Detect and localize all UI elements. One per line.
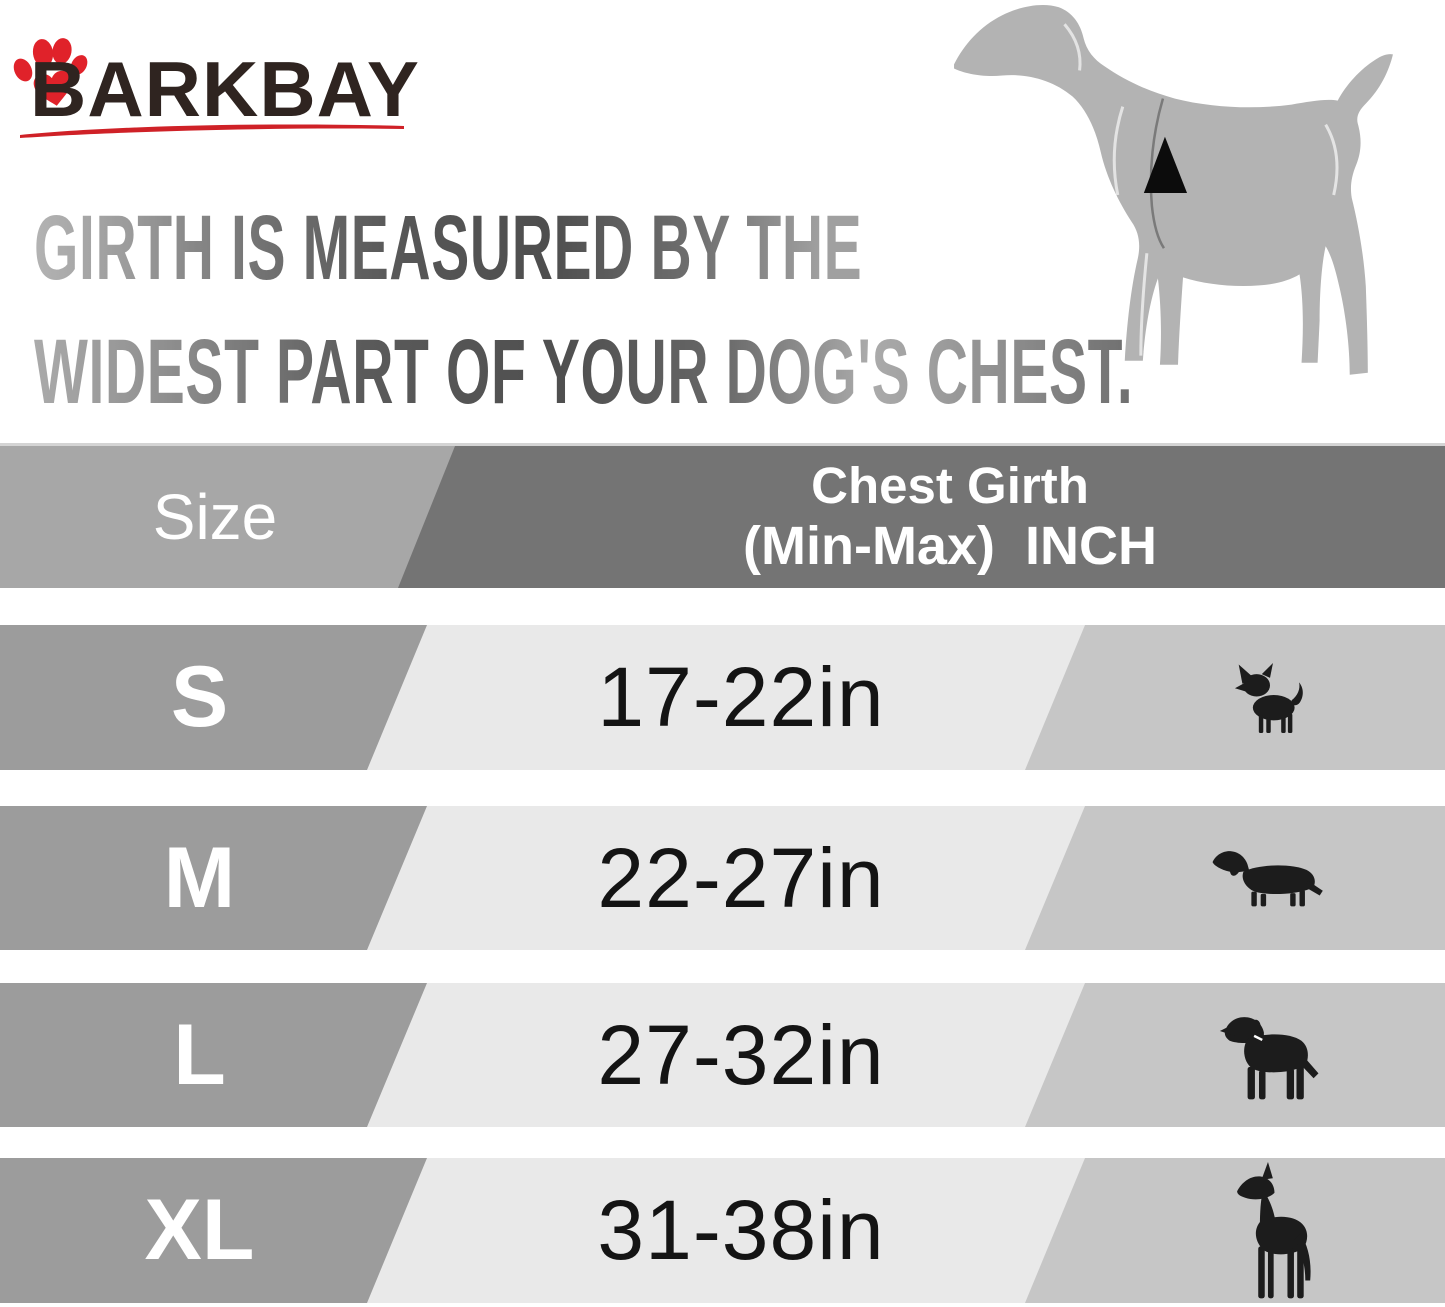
chihuahua-icon [1234, 662, 1303, 733]
table-header-size-cell [0, 446, 455, 588]
dog-size-cell [1025, 1158, 1445, 1303]
girth-line [1149, 98, 1166, 249]
dog-size-cell [1025, 806, 1445, 950]
size-cell-m: M [0, 806, 427, 950]
brand-name: BARKBAY [30, 45, 420, 133]
dachshund-icon [1212, 851, 1323, 907]
size-cell-l: L [0, 983, 427, 1127]
size-column-header: Size [152, 481, 278, 553]
foreleg-highlight [1139, 253, 1149, 356]
girth-arrow-icon [1143, 136, 1188, 193]
girth-header-line-1: Chest Girth [811, 456, 1089, 514]
dog-size-cell [1025, 625, 1445, 770]
headline-line-1: GIRTH IS MEASURED BY THE [34, 197, 863, 299]
dog-size-cell [1025, 983, 1445, 1127]
girth-cell-xl: 31-38in [597, 1183, 885, 1277]
girth-column-header: Chest Girth (Min-Max) INCH [455, 446, 1445, 588]
girth-cell-m: 22-27in [597, 830, 885, 925]
girth-cell-s: 17-22in [597, 650, 885, 744]
great-dane-icon [1237, 1161, 1311, 1298]
table-row: L 27-32in [0, 983, 1445, 1127]
table-row: M 22-27in [0, 806, 1445, 950]
size-cell-xl: XL [0, 1158, 427, 1303]
dog-girth-diagram [954, 4, 1393, 375]
table-row: S 17-22in [0, 625, 1445, 770]
headline-line-2: WIDEST PART OF YOUR DOG'S CHEST. [34, 321, 1134, 423]
brand-logo: BARKBAY [0, 0, 480, 160]
paw-print-icon [13, 38, 88, 106]
hip-highlight [1324, 123, 1339, 196]
shoulder-highlight [1112, 106, 1125, 196]
size-cell-s: S [0, 625, 427, 770]
ear-highlight [1063, 23, 1082, 71]
girth-cell-l: 27-32in [597, 1007, 885, 1102]
logo-underline-swoosh [20, 124, 404, 138]
girth-header-line-2: (Min-Max) INCH [743, 516, 1157, 577]
table-header-row: Size Chest Girth (Min-Max) INCH [0, 443, 1445, 588]
table-row: XL 31-38in [0, 1158, 1445, 1303]
labrador-icon [1219, 1017, 1319, 1100]
